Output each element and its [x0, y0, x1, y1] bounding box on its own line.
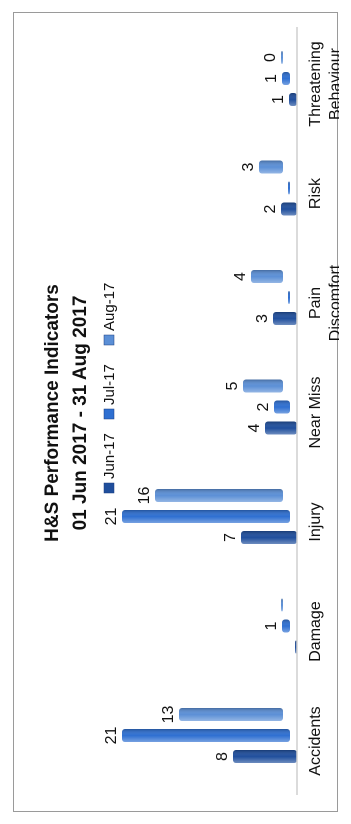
data-label-accidents-jul-17: 21 [103, 727, 120, 745]
data-label-accidents-aug-17: 13 [160, 706, 177, 724]
data-label-near-miss-jun-17: 4 [246, 423, 263, 432]
data-label-injury-jul-17: 21 [103, 508, 120, 526]
legend-swatch-jul-17 [103, 408, 115, 420]
category-label-threatening-behaviour: Behaviour [327, 47, 339, 120]
data-label-pain-discomfort-jun-17: 3 [254, 314, 271, 323]
data-label-threatening-behaviour-aug-17: 0 [262, 53, 279, 62]
bar-pain-discomfort-jun-17 [273, 312, 297, 325]
bar-threatening-behaviour-jul-17 [282, 72, 290, 85]
legend: Jun-17 Jul-17 Aug-17 [101, 283, 118, 494]
data-label-injury-aug-17: 16 [136, 487, 153, 505]
bar-injury-jun-17 [241, 531, 297, 544]
chart: H&S Performance Indicators 01 Jun 2017 -… [42, 27, 339, 795]
bar-near-miss-jun-17 [265, 421, 297, 435]
bar-damage-jul-17 [282, 619, 290, 633]
data-label-damage-jul-17: 1 [263, 621, 280, 630]
bar-near-miss-aug-17 [243, 379, 283, 393]
bar-accidents-jul-17 [122, 729, 290, 742]
chart-subtitle: 01 Jun 2017 - 31 Aug 2017 [70, 296, 91, 531]
data-label-risk-aug-17: 3 [240, 162, 257, 171]
data-label-near-miss-jul-17: 2 [255, 402, 272, 411]
bar-pain-discomfort-aug-17 [251, 270, 283, 283]
data-label-near-miss-aug-17: 5 [224, 381, 241, 390]
category-label-pain-discomfort: Pain [307, 287, 324, 319]
category-label-pain-discomfort: Discomfort [327, 264, 339, 341]
bar-risk-aug-17 [259, 160, 283, 174]
bar-injury-aug-17 [155, 489, 283, 502]
bar-pain-discomfort-jul-17 [288, 291, 290, 304]
bar-near-miss-jul-17 [274, 400, 290, 414]
bar-risk-jul-17 [288, 181, 290, 195]
chart-title: H&S Performance Indicators [42, 284, 63, 542]
legend-label-aug-17: Aug-17 [101, 283, 118, 331]
data-label-threatening-behaviour-jun-17: 1 [270, 95, 287, 104]
category-label-near-miss: Near Miss [307, 376, 324, 448]
chart-frame: H&S Performance Indicators 01 Jun 2017 -… [13, 12, 339, 812]
data-label-pain-discomfort-aug-17: 4 [232, 272, 249, 281]
bar-accidents-aug-17 [179, 708, 283, 721]
data-label-risk-jun-17: 2 [262, 204, 279, 213]
legend-label-jun-17: Jun-17 [101, 433, 118, 479]
category-label-injury: Injury [307, 502, 324, 541]
bar-damage-aug-17 [281, 598, 283, 612]
data-label-accidents-jun-17: 8 [214, 752, 231, 761]
category-label-threatening-behaviour: Threatening [307, 41, 324, 126]
category-label-accidents: Accidents [307, 706, 324, 775]
bar-threatening-behaviour-aug-17 [281, 51, 283, 64]
bar-threatening-behaviour-jun-17 [289, 93, 297, 106]
bar-injury-jul-17 [122, 510, 290, 523]
legend-swatch-jun-17 [103, 482, 115, 494]
bar-accidents-jun-17 [233, 750, 297, 763]
data-label-injury-jun-17: 7 [222, 533, 239, 542]
legend-swatch-aug-17 [103, 334, 115, 346]
data-label-threatening-behaviour-jul-17: 1 [263, 74, 280, 83]
category-label-risk: Risk [307, 177, 324, 209]
category-label-damage: Damage [307, 601, 324, 662]
legend-label-jul-17: Jul-17 [101, 364, 118, 405]
bar-risk-jun-17 [281, 202, 297, 216]
